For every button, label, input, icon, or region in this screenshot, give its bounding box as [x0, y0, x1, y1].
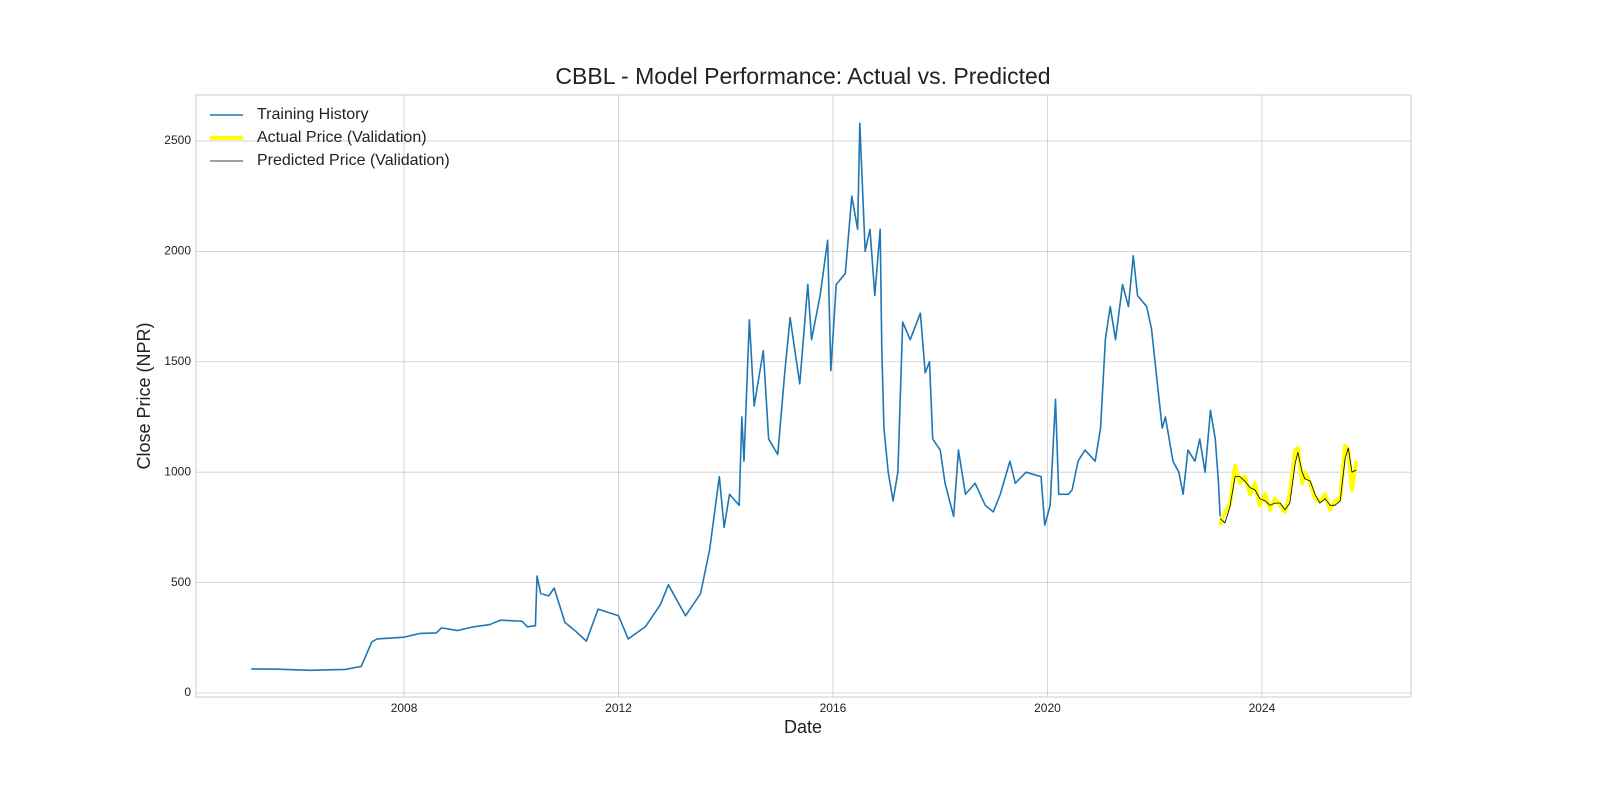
y-tick-label: 1500: [164, 354, 191, 368]
series-line: [1218, 443, 1359, 526]
grid: 0 500 1000 1500 2000 2500 2008 2012 2016 2020 2024: [164, 95, 1411, 715]
x-axis-label: Date: [784, 717, 822, 737]
x-tick-label: 2024: [1249, 701, 1276, 715]
y-tick-label: 0: [184, 685, 191, 699]
y-tick-label: 2500: [164, 133, 191, 147]
x-tick-label: 2016: [820, 701, 847, 715]
x-tick-label: 2020: [1034, 701, 1061, 715]
series-line: [1219, 447, 1357, 524]
x-tick-label: 2008: [391, 701, 418, 715]
legend-label: Training History: [257, 106, 368, 123]
series-line: [251, 122, 1221, 672]
lines: [251, 122, 1359, 672]
y-tick-label: 1000: [164, 464, 191, 478]
plot-frame: [195, 94, 1412, 698]
y-tick-label: 2000: [164, 244, 191, 258]
legend: Training History Actual Price (Validation…: [210, 106, 450, 169]
legend-label: Actual Price (Validation): [257, 129, 427, 146]
chart-title: CBBL - Model Performance: Actual vs. Pre…: [555, 63, 1050, 89]
x-tick-label: 2012: [605, 701, 632, 715]
y-axis-label: Close Price (NPR): [134, 322, 154, 469]
y-tick-label: 500: [171, 575, 191, 589]
legend-label: Predicted Price (Validation): [257, 152, 450, 169]
